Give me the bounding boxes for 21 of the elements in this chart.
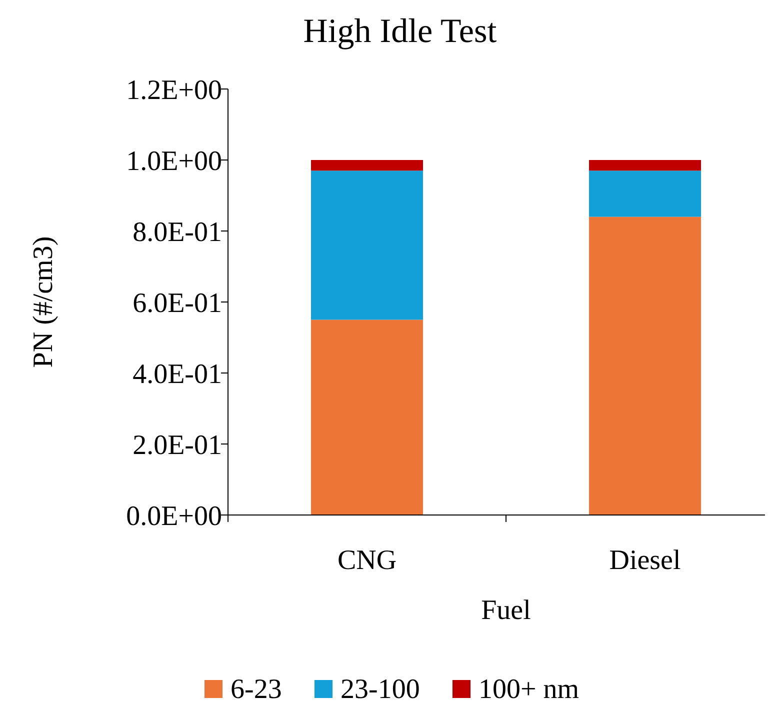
bar	[589, 216, 701, 515]
y-tick-label: 4.0E-01	[132, 358, 222, 390]
y-tick-label: 0.0E+00	[126, 500, 222, 532]
x-tick-label: CNG	[337, 545, 397, 576]
y-tick-label: 2.0E-01	[132, 430, 222, 461]
x-axis-title: Fuel	[481, 595, 532, 626]
legend-label: 6-23	[230, 674, 282, 705]
bar	[311, 160, 423, 171]
y-axis-title: PN (#/cm3)	[28, 236, 59, 368]
legend-label: 23-100	[340, 674, 420, 705]
y-tick-label: 6.0E-01	[132, 288, 222, 319]
bar	[311, 170, 423, 320]
bar	[589, 170, 701, 217]
x-tick-label: Diesel	[609, 545, 681, 576]
legend-label: 100+ nm	[478, 674, 580, 705]
bar	[589, 160, 701, 171]
y-tick-label: 1.2E+00	[126, 74, 222, 106]
y-tick-label: 8.0E-01	[132, 216, 222, 248]
y-tick-label: 1.0E+00	[126, 146, 222, 177]
chart-title: High Idle Test	[303, 13, 498, 50]
bar	[311, 320, 423, 515]
